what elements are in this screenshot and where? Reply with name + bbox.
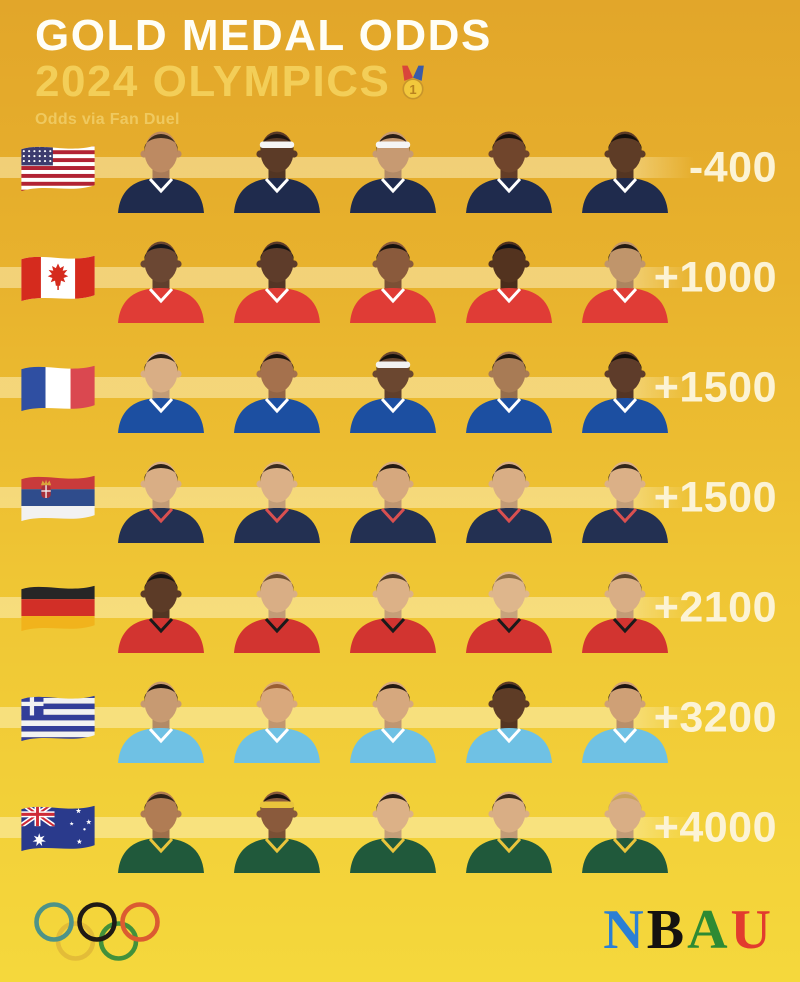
team-row-de: +2100 [0, 553, 800, 663]
odds-value: +1500 [653, 363, 777, 412]
player-headshot [464, 343, 554, 433]
team-row-ca: +1000 [0, 223, 800, 333]
brand-letter: N [603, 899, 647, 961]
player-headshot [116, 233, 206, 323]
player-headshot [580, 453, 670, 543]
player-headshot [232, 343, 322, 433]
player-headshot [580, 783, 670, 873]
player-headshot [232, 453, 322, 543]
page-title: GOLD MEDAL ODDS [35, 11, 492, 60]
player-headshot [464, 783, 554, 873]
player-headshot [580, 233, 670, 323]
player-headshot [232, 783, 322, 873]
player-headshot [116, 563, 206, 653]
player-headshot [464, 123, 554, 213]
flag-ca-icon [17, 249, 99, 307]
team-row-fr: +1500 [0, 333, 800, 443]
subtitle: 2024 OLYMPICS [35, 57, 391, 106]
player-headshot [464, 563, 554, 653]
player-headshot [348, 673, 438, 763]
flag-au-icon [17, 799, 99, 857]
odds-value: +4000 [653, 803, 777, 852]
player-headshot [348, 233, 438, 323]
flag-rs-icon [17, 469, 99, 527]
gold-medal-icon: 1 [400, 65, 426, 101]
player-headshot [348, 783, 438, 873]
odds-source: Odds via Fan Duel [35, 111, 180, 128]
player-headshot [348, 123, 438, 213]
player-headshot [116, 673, 206, 763]
players-group [116, 233, 670, 323]
player-headshot [464, 233, 554, 323]
player-headshot [464, 673, 554, 763]
team-row-au: +4000 [0, 773, 800, 883]
flag-us-icon [17, 139, 99, 197]
team-row-gr: +3200 [0, 663, 800, 773]
player-headshot [116, 343, 206, 433]
player-headshot [580, 673, 670, 763]
subtitle-row: 2024 OLYMPICS 1 [35, 60, 492, 104]
team-row-rs: +1500 [0, 443, 800, 553]
players-group [116, 783, 670, 873]
player-headshot [348, 563, 438, 653]
brand-letter: A [687, 899, 731, 961]
player-headshot [116, 783, 206, 873]
players-group [116, 343, 670, 433]
player-headshot [348, 453, 438, 543]
brand-letter: B [646, 899, 688, 961]
brand-letter: U [730, 899, 774, 961]
player-headshot [580, 123, 670, 213]
header: GOLD MEDAL ODDS 2024 OLYMPICS 1 Odds via… [35, 14, 492, 129]
team-row-us: -400 [0, 113, 800, 223]
players-group [116, 453, 670, 543]
odds-value: +3200 [653, 693, 777, 742]
odds-value: +1500 [653, 473, 777, 522]
flag-fr-icon [17, 359, 99, 417]
player-headshot [580, 343, 670, 433]
player-headshot [232, 123, 322, 213]
player-headshot [464, 453, 554, 543]
player-headshot [116, 453, 206, 543]
flag-gr-icon [17, 689, 99, 747]
player-headshot [580, 563, 670, 653]
odds-value: +1000 [653, 253, 777, 302]
player-headshot [348, 343, 438, 433]
flag-de-icon [17, 579, 99, 637]
players-group [116, 563, 670, 653]
odds-value: -400 [688, 143, 777, 192]
player-headshot [232, 233, 322, 323]
svg-text:1: 1 [410, 82, 417, 97]
player-headshot [232, 563, 322, 653]
olympic-rings-icon [33, 901, 165, 970]
player-headshot [116, 123, 206, 213]
player-headshot [232, 673, 322, 763]
odds-value: +2100 [653, 583, 777, 632]
players-group [116, 123, 670, 213]
players-group [116, 673, 670, 763]
brand-logo: NBAU [603, 901, 774, 960]
